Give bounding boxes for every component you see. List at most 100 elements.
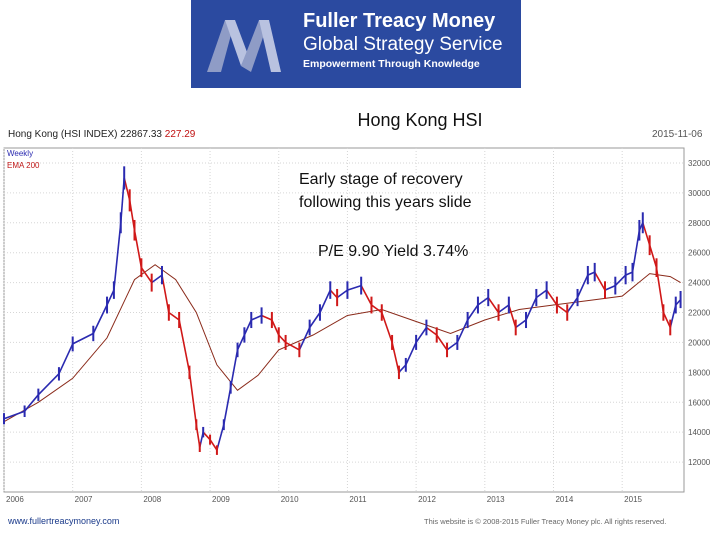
y-tick-label: 24000	[688, 279, 711, 288]
y-tick-label: 14000	[688, 428, 711, 437]
footer-copyright: This website is © 2008-2015 Fuller Treac…	[424, 517, 667, 526]
chart-change-label: 227.29	[164, 129, 196, 140]
weekly-segment	[625, 271, 633, 276]
weekly-segment	[498, 304, 510, 314]
weekly-segment	[535, 289, 548, 299]
weekly-segment	[3, 410, 25, 420]
weekly-segment	[236, 334, 246, 351]
weekly-segment	[23, 394, 39, 412]
legend-item: EMA 200	[7, 161, 40, 170]
y-tick-label: 32000	[688, 159, 711, 168]
brand-subtitle: Global Strategy Service	[303, 34, 503, 55]
weekly-segment	[566, 297, 579, 313]
y-tick-label: 18000	[688, 368, 711, 377]
weekly-segment	[336, 289, 348, 299]
weekly-segment	[106, 289, 115, 306]
ftm-m-logo-icon	[203, 12, 283, 76]
weekly-segment	[140, 267, 153, 284]
weekly-segment	[168, 311, 180, 321]
weekly-segment	[309, 312, 321, 328]
weekly-segment	[398, 364, 407, 373]
weekly-segment	[72, 332, 94, 345]
weekly-segment	[415, 327, 428, 343]
weekly-segment	[381, 312, 393, 343]
brand-banner: Fuller Treacy Money Global Strategy Serv…	[191, 0, 521, 88]
weekly-segment	[209, 439, 218, 451]
annotation-slide: following this years slide	[299, 194, 472, 211]
y-tick-label: 22000	[688, 309, 711, 318]
brand-name: Fuller Treacy Money	[303, 10, 496, 32]
weekly-segment	[604, 284, 616, 291]
weekly-segment	[261, 314, 273, 321]
weekly-segment	[271, 319, 280, 336]
weekly-segment	[391, 342, 400, 373]
chart-header: Hong Kong (HSI INDEX) 22867.33 227.29	[8, 129, 195, 140]
weekly-segment	[594, 271, 606, 291]
annotation-valuation: P/E 9.90 Yield 3.74%	[318, 243, 469, 260]
x-tick-label: 2009	[212, 495, 230, 504]
weekly-segment	[360, 285, 373, 306]
y-tick-label: 26000	[688, 249, 711, 258]
weekly-segment	[347, 284, 362, 291]
weekly-segment	[202, 431, 211, 441]
weekly-segment	[298, 327, 311, 351]
weekly-segment	[319, 289, 332, 313]
weekly-segment	[655, 267, 665, 313]
weekly-segment	[243, 319, 253, 336]
weekly-segment	[133, 230, 143, 268]
weekly-segment	[515, 319, 527, 329]
x-tick-label: 2015	[624, 495, 642, 504]
slide-title: Hong Kong HSI	[357, 110, 483, 130]
weekly-segment	[525, 297, 538, 321]
weekly-segment	[151, 274, 163, 284]
y-tick-label: 20000	[688, 338, 711, 347]
weekly-segment	[576, 274, 589, 298]
weekly-segment	[329, 289, 338, 299]
weekly-segment	[113, 222, 122, 291]
x-tick-label: 2011	[349, 495, 367, 504]
y-tick-label: 16000	[688, 398, 711, 407]
x-tick-label: 2013	[487, 495, 505, 504]
weekly-segment	[285, 341, 300, 351]
ema-200-line	[3, 264, 681, 423]
annotation-recovery: Early stage of recovery	[299, 171, 463, 188]
weekly-segment	[178, 319, 191, 373]
y-tick-label: 12000	[688, 458, 711, 467]
hsi-chart: 12000 14000 16000 18000 20000 22000 24000 26000…	[3, 147, 711, 504]
footer-website: www.fullertreacymoney.com	[8, 516, 120, 526]
y-tick-label: 28000	[688, 219, 711, 228]
chart-instrument-label: Hong Kong (HSI INDEX) 22867.33	[8, 129, 162, 140]
weekly-segment	[614, 274, 627, 287]
weekly-segment	[631, 230, 641, 273]
plot-area	[3, 147, 685, 493]
weekly-segment	[466, 304, 479, 321]
weekly-segment	[37, 373, 60, 396]
x-tick-label: 2007	[75, 495, 93, 504]
weekly-segment	[648, 244, 658, 268]
x-tick-label: 2010	[281, 495, 299, 504]
weekly-segment	[545, 289, 558, 306]
weekly-segment	[92, 304, 108, 334]
weekly-segment	[58, 343, 74, 375]
weekly-segment	[662, 312, 672, 328]
y-tick-label: 30000	[688, 189, 711, 198]
weekly-segment	[188, 372, 198, 425]
brand-tagline: Empowerment Through Knowledge	[303, 58, 480, 70]
chart-date-label: 2015-11-06	[652, 129, 703, 140]
weekly-segment	[223, 387, 232, 425]
legend-item: Weekly	[7, 149, 33, 158]
weekly-segment	[436, 334, 448, 351]
weekly-segment	[477, 296, 489, 306]
weekly-segment	[446, 341, 458, 351]
weekly-segment	[642, 222, 651, 246]
weekly-segment	[487, 297, 500, 313]
weekly-segment	[456, 319, 469, 343]
weekly-segment	[216, 424, 225, 451]
x-tick-label: 2006	[6, 495, 24, 504]
x-tick-label: 2012	[418, 495, 436, 504]
weekly-segment	[278, 334, 287, 343]
weekly-segment	[371, 304, 383, 314]
weekly-segment	[587, 271, 596, 276]
weekly-segment	[229, 349, 239, 388]
weekly-segment	[556, 304, 568, 314]
